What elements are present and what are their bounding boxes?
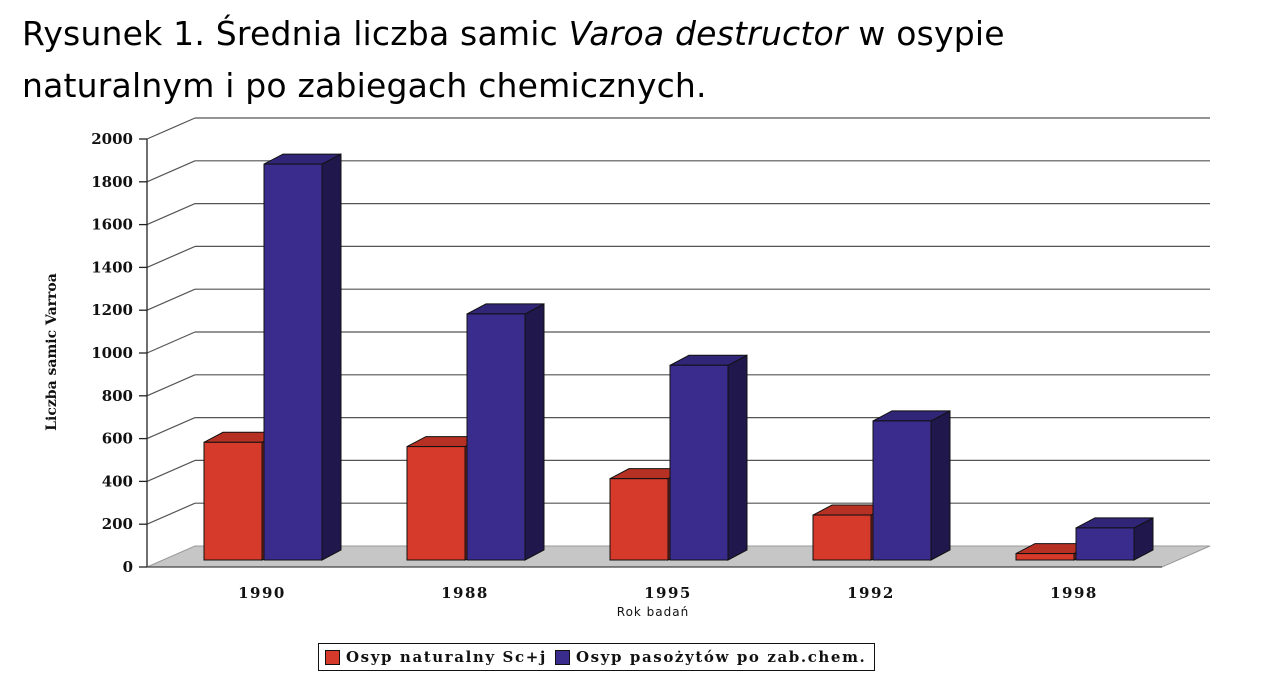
y-tick-label-1200: 1200: [91, 301, 133, 319]
y-tick-label-1400: 1400: [91, 258, 133, 276]
y-tick-label-600: 600: [102, 430, 133, 448]
category-labels: 1990 1988 1995 1992 1998: [238, 584, 1098, 602]
gridline-depth-600: [146, 417, 196, 440]
gridline-depth-2000: [146, 117, 196, 140]
legend-item-chemical: Osyp pasożytów po zab.chem.: [554, 648, 867, 666]
bar-front-1988-0: [406, 446, 466, 561]
gridline-depth-800: [146, 374, 196, 397]
y-tick-label-2000: 2000: [91, 130, 133, 148]
y-tick-label-800: 800: [102, 387, 133, 405]
title-line-1: Rysunek 1. Średnia liczba samic Varoa de…: [22, 8, 1242, 60]
gridline-depth-1000: [146, 331, 196, 354]
title-species-name: Varoa destructor: [568, 14, 848, 53]
bar-side-1990-1: [321, 153, 342, 561]
y-axis: 0 200 400 600 800 1000 1200 1400 1600 1800 2000: [91, 130, 1162, 576]
bars: [203, 153, 1154, 561]
bar-front-1995-1: [669, 364, 729, 561]
title-line-2: naturalnym i po zabiegach chemicznych.: [22, 66, 707, 105]
bar-front-1992-1: [872, 420, 932, 561]
gridline-depth-1600: [146, 203, 196, 226]
bar-1990-series-1: [263, 153, 342, 561]
x-category-label-1990: 1990: [238, 584, 286, 602]
y-tick-label-1600: 1600: [91, 216, 133, 234]
y-tick-label-400: 400: [102, 472, 133, 490]
gridline-depth-1400: [146, 245, 196, 268]
legend-swatch-natural: [325, 649, 340, 665]
legend-swatch-chemical: [554, 649, 570, 665]
bar-side-1992-1: [930, 410, 951, 561]
bar-front-1990-1: [263, 163, 323, 561]
y-tick-label-200: 200: [102, 515, 133, 533]
y-tick-label-1000: 1000: [91, 344, 133, 362]
title-text-start: Rysunek 1. Średnia liczba samic: [22, 14, 569, 53]
bar-front-1992-0: [812, 514, 872, 561]
y-tick-label-0: 0: [123, 558, 133, 576]
bar-1998-series-1: [1075, 517, 1154, 561]
y-tick-label-1800: 1800: [91, 173, 133, 191]
bar-front-1998-0: [1015, 553, 1075, 561]
legend: Osyp naturalny Sc+j Osyp pasożytów po za…: [318, 643, 876, 671]
legend-label-natural: Osyp naturalny Sc+j: [346, 648, 547, 666]
title-text-end: w osypie: [847, 14, 1005, 53]
bar-front-1995-0: [609, 478, 669, 561]
x-axis-title: Rok badań: [617, 605, 689, 619]
y-axis-title: Liczba samic Varroa: [44, 273, 60, 431]
gridline-depth-400: [146, 459, 196, 482]
gridline-depth-200: [146, 502, 196, 525]
bar-side-1995-1: [727, 354, 748, 561]
bar-side-1988-1: [524, 303, 545, 561]
x-category-label-1995: 1995: [644, 584, 692, 602]
bar-front-1990-0: [203, 441, 263, 561]
gridline-depth-1800: [146, 160, 196, 183]
x-category-label-1992: 1992: [847, 584, 895, 602]
bar-front-1988-1: [466, 313, 526, 561]
bar-front-1998-1: [1075, 527, 1135, 561]
legend-label-chemical: Osyp pasożytów po zab.chem.: [575, 648, 867, 666]
x-category-label-1998: 1998: [1050, 584, 1098, 602]
bar-1988-series-1: [466, 303, 545, 561]
legend-item-natural: Osyp naturalny Sc+j: [325, 648, 547, 666]
bar-1992-series-1: [872, 410, 951, 561]
figure-title: Rysunek 1. Średnia liczba samic Varoa de…: [22, 8, 1242, 112]
gridline-depth-1200: [146, 288, 196, 311]
bar-1995-series-1: [669, 354, 748, 561]
x-category-label-1988: 1988: [441, 584, 489, 602]
